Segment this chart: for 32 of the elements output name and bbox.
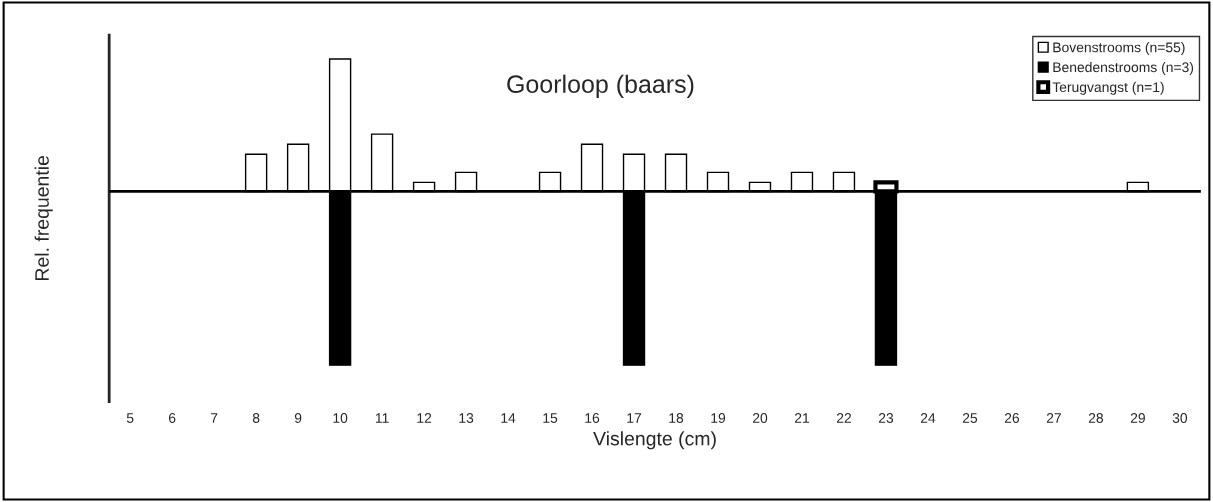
x-tick-label: 23 xyxy=(878,413,894,423)
legend-label: Bovenstrooms (n=55) xyxy=(1053,42,1185,56)
x-tick-label: 30 xyxy=(1172,413,1188,423)
x-tick-label: 9 xyxy=(294,413,302,423)
x-tick-label: 6 xyxy=(169,413,176,423)
x-tick-label: 25 xyxy=(962,413,978,423)
x-tick-label: 17 xyxy=(627,413,642,423)
x-tick-label: 21 xyxy=(794,413,810,423)
x-tick-label: 10 xyxy=(333,413,348,423)
text: Goorloop (baars) xyxy=(507,74,694,98)
x-tick-label: 22 xyxy=(836,413,851,423)
x-tick-label: 15 xyxy=(543,413,558,423)
x-tick-label: 28 xyxy=(1088,413,1104,423)
x-tick-label: 16 xyxy=(585,413,600,423)
x-tick-label: 24 xyxy=(920,413,936,423)
x-tick-label: 5 xyxy=(126,413,134,423)
y-axis-title: Rel. frequentie xyxy=(34,156,53,280)
x-tick-label: 27 xyxy=(1046,413,1061,423)
x-tick-label: 26 xyxy=(1004,413,1020,423)
x-tick-label: 7 xyxy=(210,413,218,423)
x-axis-title: Vislengte (cm) xyxy=(593,431,716,450)
x-tick-label: 13 xyxy=(459,413,474,423)
x-tick-label: 12 xyxy=(417,413,432,423)
x-tick-label: 8 xyxy=(252,413,260,423)
legend-label: Terugvangst (n=1) xyxy=(1052,81,1164,95)
x-tick-label: 11 xyxy=(375,413,389,423)
x-tick-label: 29 xyxy=(1130,413,1145,423)
x-tick-label: 14 xyxy=(501,413,516,423)
x-tick-label: 19 xyxy=(711,413,726,423)
x-tick-label: 18 xyxy=(669,413,684,423)
legend-label: Benedenstrooms (n=3) xyxy=(1053,61,1194,75)
x-tick-label: 20 xyxy=(752,413,768,423)
